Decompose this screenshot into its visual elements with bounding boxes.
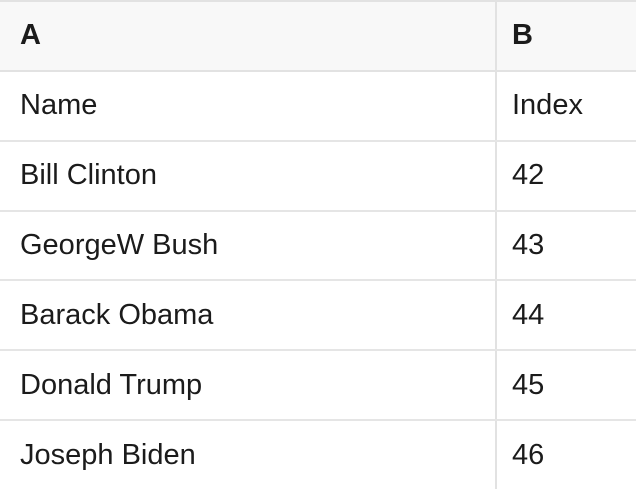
cell-b-row-5[interactable]: 45 — [512, 368, 545, 401]
table-row: GeorgeW Bush 43 — [0, 211, 636, 282]
cell-a-row-4[interactable]: Barack Obama — [0, 281, 497, 350]
cell-a-row-1[interactable]: Name — [0, 71, 497, 140]
table-row: Barack Obama 44 — [0, 281, 636, 352]
table-row: Bill Clinton 42 — [0, 141, 636, 212]
cell-b-row-2[interactable]: 42 — [512, 159, 545, 192]
column-header-b[interactable]: B — [512, 19, 533, 52]
table-row: Donald Trump 45 — [0, 351, 636, 422]
cell-a-row-6[interactable]: Joseph Biden — [0, 421, 497, 489]
cell-b-row-4[interactable]: 44 — [512, 298, 545, 331]
column-header-a[interactable]: A — [0, 2, 497, 70]
cell-b-row-1[interactable]: Index — [512, 89, 583, 122]
column-header-row: A B — [0, 2, 636, 72]
cell-b-row-6[interactable]: 46 — [512, 438, 545, 471]
table-row: Name Index — [0, 71, 636, 142]
table-row: Joseph Biden 46 — [0, 421, 636, 489]
cell-b-row-3[interactable]: 43 — [512, 229, 545, 261]
cell-a-row-5[interactable]: Donald Trump — [0, 351, 497, 420]
cell-a-row-2[interactable]: Bill Clinton — [0, 141, 497, 210]
cell-a-row-3[interactable]: GeorgeW Bush — [0, 211, 497, 280]
